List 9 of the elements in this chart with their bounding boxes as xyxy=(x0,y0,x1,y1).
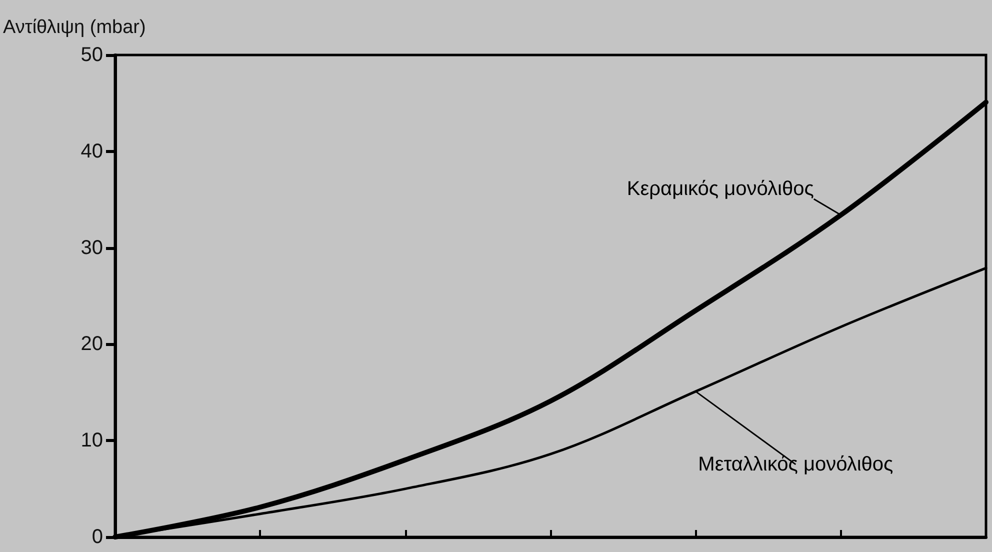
y-tick-label: 50 xyxy=(80,44,103,66)
y-tick-label: 40 xyxy=(80,140,103,162)
y-tick-label: 20 xyxy=(80,333,103,356)
y-tick-label: 10 xyxy=(80,430,103,452)
y-tick-label: 30 xyxy=(80,236,103,259)
y-tick-label: 0 xyxy=(92,526,103,548)
series-label: Κεραμικός μονόλιθος xyxy=(626,178,814,200)
text: Μεταλλικός μονόλιθος xyxy=(698,453,894,476)
y-axis-title: Αντίθλιψη (mbar) xyxy=(3,17,146,38)
